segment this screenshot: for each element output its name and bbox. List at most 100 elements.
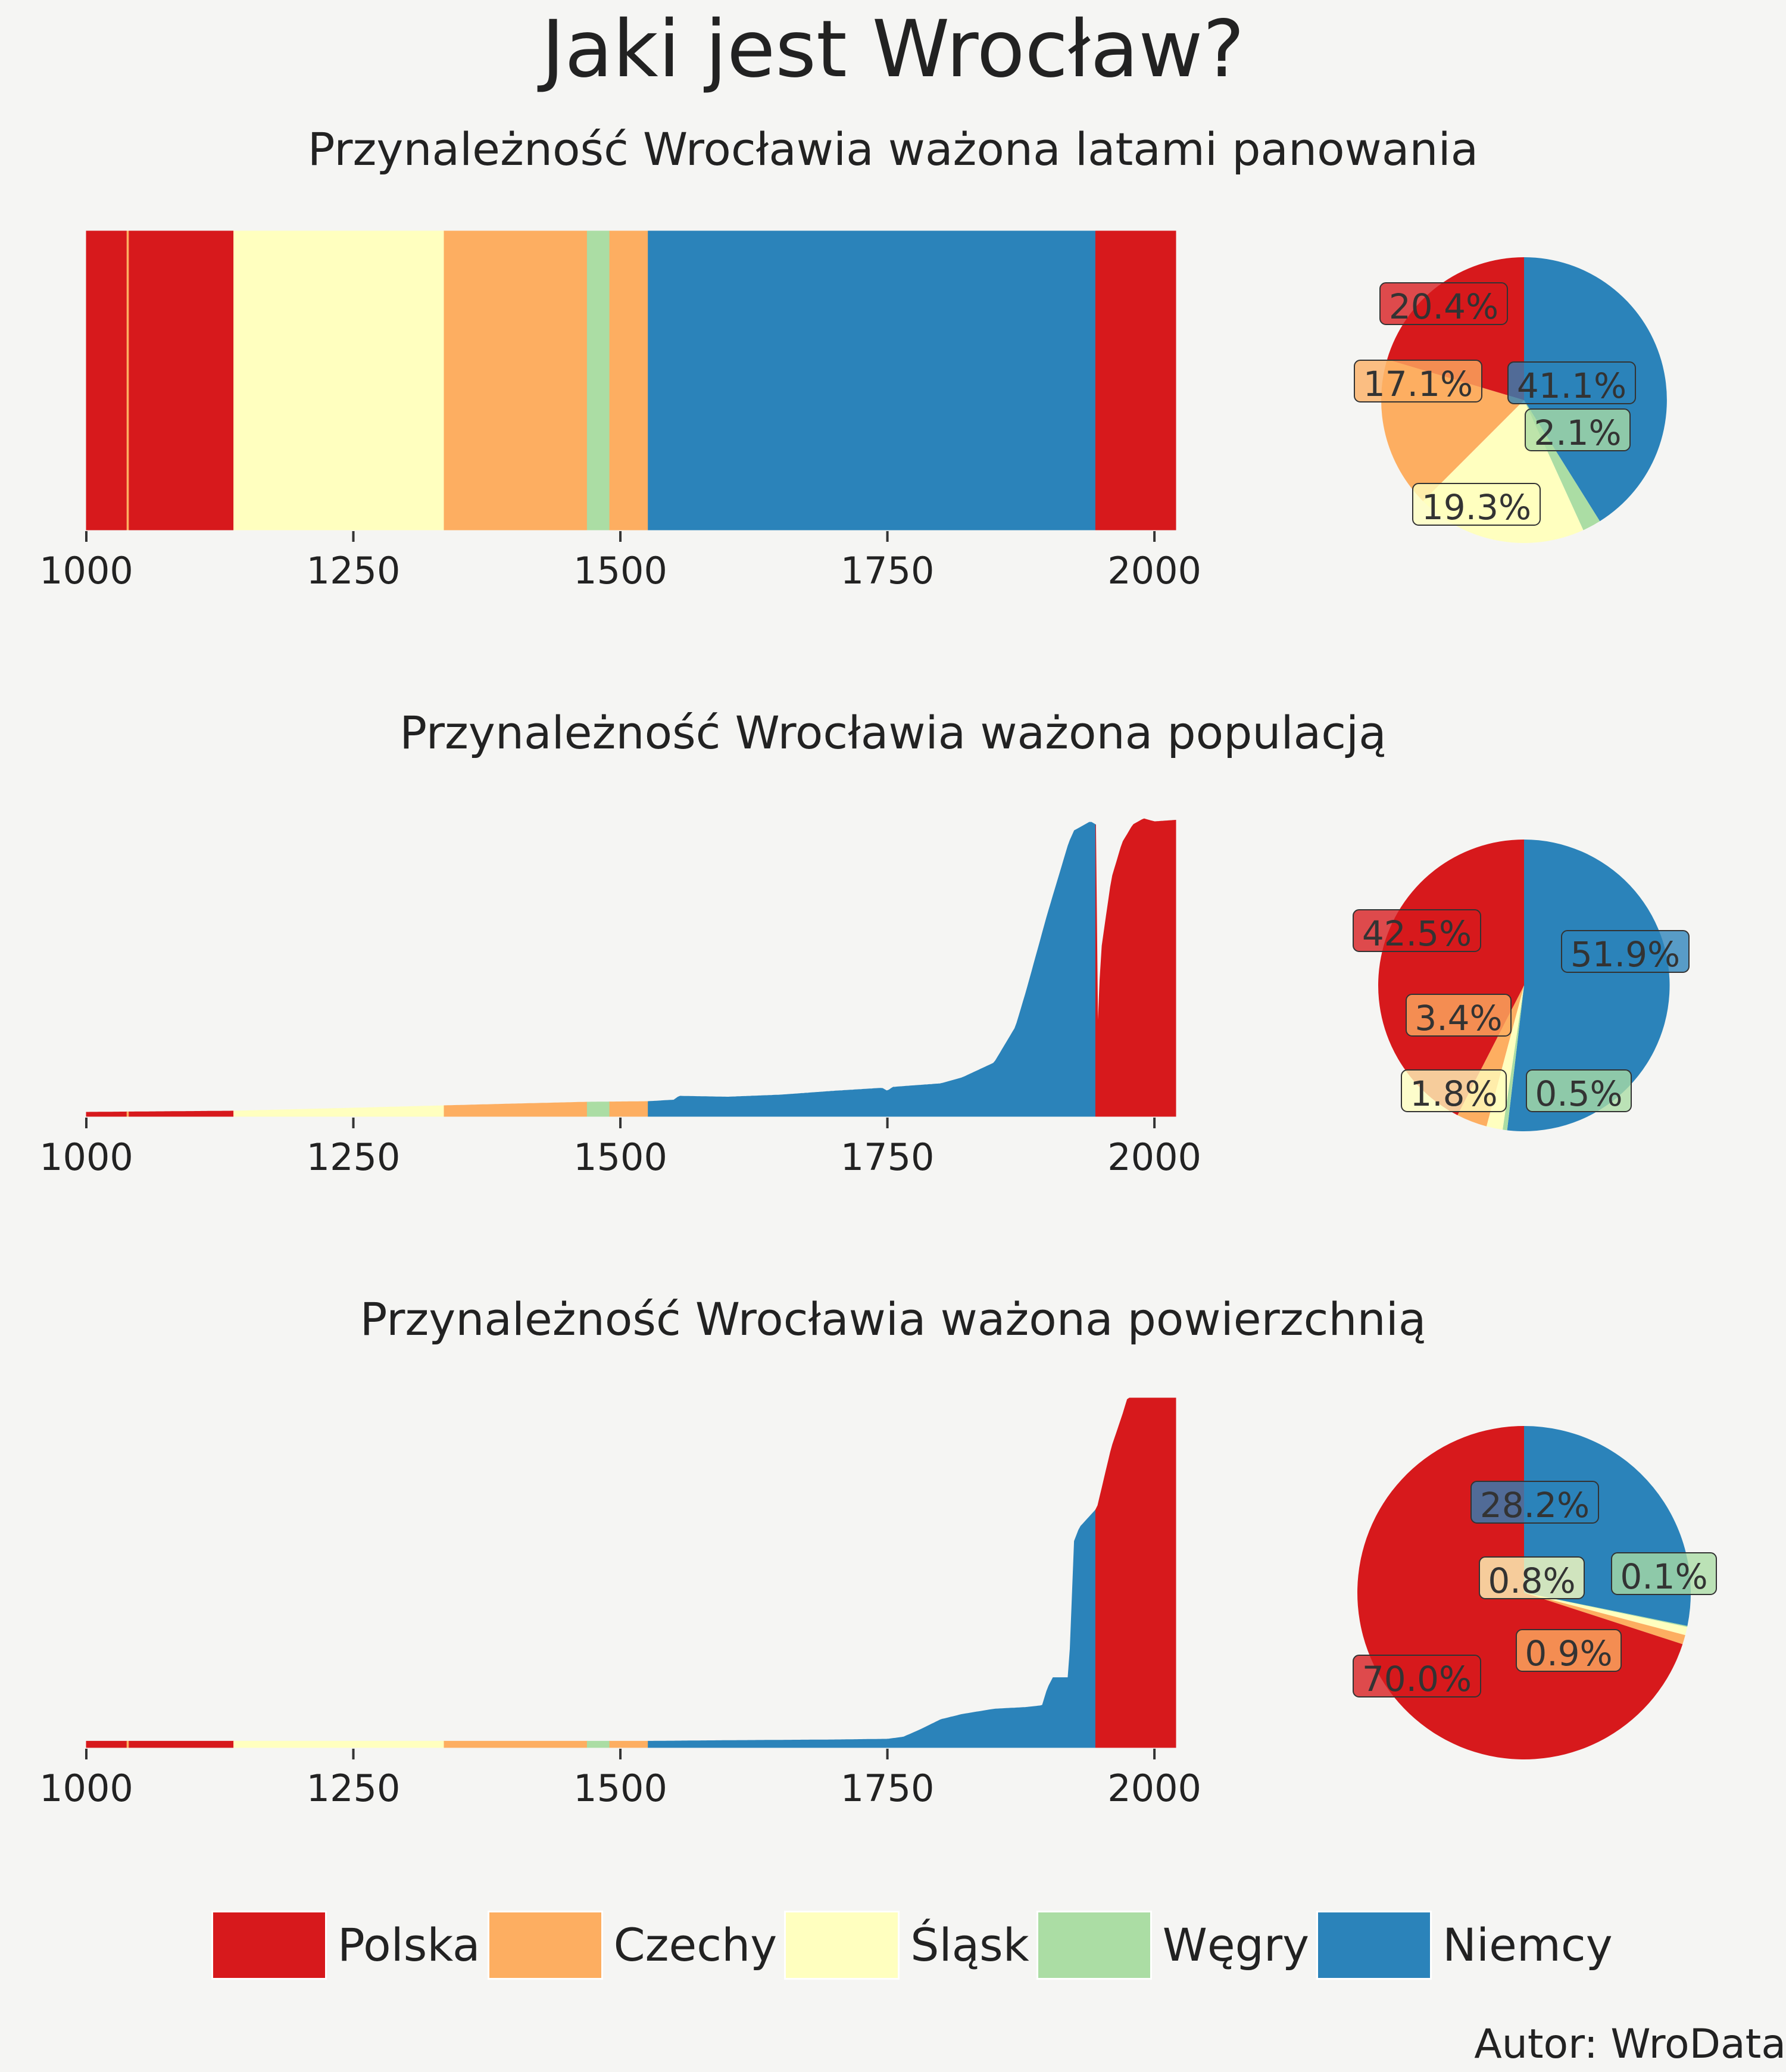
legend-swatch-niemcy — [1316, 1911, 1432, 1980]
legend-swatch-wegry — [1036, 1911, 1152, 1980]
panel-title-years: Przynależność Wrocławia ważona latami pa… — [307, 123, 1479, 176]
area-segment-czechy — [609, 230, 649, 531]
pie-label-polska: 70.0% — [1362, 1659, 1472, 1699]
pie-label-box-wegry — [1525, 408, 1631, 451]
pie-slice-wegry — [1524, 1593, 1688, 1627]
area-segment-niemcy — [648, 230, 1096, 531]
pie-label-box-czechy — [1516, 1629, 1622, 1672]
main-title: Jaki jest Wrocław? — [541, 4, 1245, 95]
pie-label-box-polska — [1353, 909, 1481, 952]
pie-label-slask: 0.8% — [1488, 1561, 1575, 1601]
x-tick-label-2000: 2000 — [1107, 1767, 1201, 1810]
x-tick-label-1250: 1250 — [307, 549, 401, 592]
area-segment-polska — [86, 230, 127, 531]
area-segment-wegry — [586, 1101, 610, 1117]
author-credit: Autor: WroData — [1474, 2021, 1786, 2068]
pie-label-wegry: 0.1% — [1620, 1556, 1707, 1597]
panel-title-area: Przynależność Wrocławia ważona powierzch… — [360, 1293, 1426, 1346]
x-tick-label-1750: 1750 — [841, 1135, 935, 1179]
legend-item-polska: Polska — [211, 1911, 480, 1980]
area-segment-polska — [129, 1740, 235, 1748]
area-segment-czechy — [126, 1111, 130, 1117]
legend: Polska Czechy Śląsk Węgry Niemcy — [211, 1908, 1620, 1982]
legend-label-czechy: Czechy — [613, 1918, 778, 1971]
pie-label-box-slask — [1412, 483, 1541, 526]
pie-label-czechy: 0.9% — [1525, 1633, 1612, 1674]
area-segment-polska — [1095, 818, 1176, 1117]
pie-label-box-polska — [1379, 282, 1508, 325]
legend-item-niemcy: Niemcy — [1316, 1911, 1613, 1980]
area-segment-wegry — [586, 230, 610, 531]
legend-item-czechy: Czechy — [487, 1911, 778, 1980]
pie-slice-wegry — [1503, 985, 1524, 1131]
area-segment-polska — [1095, 1397, 1176, 1748]
pie-label-slask: 19.3% — [1422, 487, 1531, 528]
legend-label-slask: Śląsk — [910, 1918, 1029, 1971]
x-tick-label-1250: 1250 — [307, 1135, 401, 1179]
pie-label-czechy: 3.4% — [1415, 998, 1502, 1038]
x-tick-label-1000: 1000 — [39, 1135, 133, 1179]
area-segment-polska — [129, 230, 235, 531]
x-tick-label-2000: 2000 — [1107, 549, 1201, 592]
x-tick-label-1500: 1500 — [573, 1135, 667, 1179]
x-tick-label-1000: 1000 — [39, 549, 133, 592]
pie-slice-czechy — [1524, 1593, 1685, 1645]
area-segment-polska — [1095, 230, 1176, 531]
pie-label-box-polska — [1353, 1655, 1481, 1697]
pie-label-niemcy: 28.2% — [1480, 1485, 1590, 1525]
legend-swatch-polska — [211, 1911, 327, 1980]
pie-slice-polska — [1378, 840, 1524, 1115]
pie-label-box-niemcy — [1561, 930, 1690, 973]
legend-item-wegry: Węgry — [1036, 1911, 1309, 1980]
legend-item-slask: Śląsk — [784, 1911, 1029, 1980]
legend-swatch-czechy — [487, 1911, 603, 1980]
x-tick-label-1500: 1500 — [573, 1767, 667, 1810]
area-segment-czechy — [126, 1740, 130, 1748]
area-segment-polska — [86, 1740, 127, 1748]
x-tick-label-1000: 1000 — [39, 1767, 133, 1810]
area-segment-czechy — [126, 230, 130, 531]
pie-slice-niemcy — [1507, 840, 1670, 1131]
area-segment-polska — [86, 1111, 127, 1117]
area-segment-polska — [129, 1110, 235, 1117]
pie-label-box-niemcy — [1470, 1481, 1599, 1524]
panel-title-population: Przynależność Wrocławia ważona populacją — [399, 706, 1387, 759]
x-tick-label-1250: 1250 — [307, 1767, 401, 1810]
pie-label-wegry: 0.5% — [1535, 1074, 1622, 1114]
legend-label-niemcy: Niemcy — [1442, 1918, 1613, 1971]
pie-label-niemcy: 51.9% — [1570, 934, 1680, 975]
pie-label-box-wegry — [1526, 1069, 1632, 1112]
pie-label-niemcy: 41.1% — [1517, 366, 1626, 406]
pie-label-box-slask — [1401, 1069, 1507, 1112]
x-tick-label-1750: 1750 — [841, 549, 935, 592]
area-segment-czechy — [444, 1740, 588, 1748]
area-segment-czechy — [609, 1740, 649, 1748]
charts-canvas: 1000 1250 1500 1750 2000 41.1% 2.1%19.3% 17.1% 2… — [39, 230, 1717, 1810]
pie-label-box-slask — [1479, 1556, 1585, 1599]
x-tick-label-1500: 1500 — [573, 549, 667, 592]
area-segment-czechy — [609, 1101, 649, 1117]
legend-label-polska: Polska — [338, 1918, 480, 1971]
pie-label-box-czechy — [1406, 994, 1512, 1037]
pie-slice-slask — [1524, 1593, 1687, 1636]
pie-label-box-wegry — [1611, 1552, 1717, 1595]
legend-swatch-slask — [784, 1911, 900, 1980]
pie-label-wegry: 2.1% — [1534, 413, 1621, 453]
area-segment-wegry — [586, 1740, 610, 1748]
area-segment-slask — [233, 1105, 445, 1117]
area-segment-slask — [233, 230, 445, 531]
pie-label-box-czechy — [1354, 360, 1482, 402]
x-tick-label-1750: 1750 — [841, 1767, 935, 1810]
area-segment-niemcy — [648, 822, 1096, 1117]
legend-label-wegry: Węgry — [1162, 1918, 1310, 1971]
area-segment-czechy — [444, 1101, 588, 1117]
pie-label-polska: 42.5% — [1362, 913, 1472, 954]
pie-label-box-niemcy — [1507, 361, 1636, 404]
area-segment-niemcy — [648, 1509, 1096, 1748]
pie-label-czechy: 17.1% — [1363, 364, 1473, 404]
x-tick-label-2000: 2000 — [1107, 1135, 1201, 1179]
area-segment-slask — [233, 1740, 445, 1748]
area-segment-czechy — [444, 230, 588, 531]
pie-label-slask: 1.8% — [1410, 1074, 1497, 1114]
pie-label-polska: 20.4% — [1389, 286, 1498, 327]
